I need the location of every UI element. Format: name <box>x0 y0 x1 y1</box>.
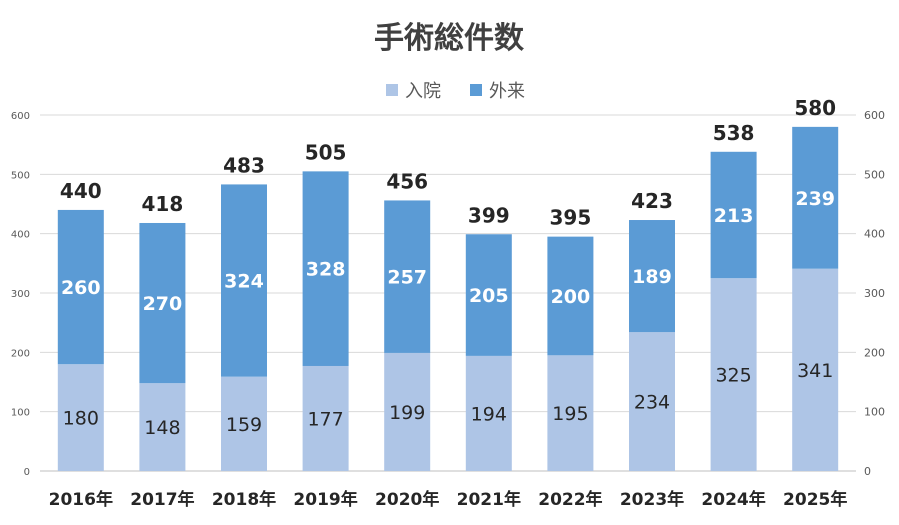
bar-outpatient <box>384 200 431 353</box>
y-tick-label-right: 100 <box>864 406 885 419</box>
x-tick-label: 2021年 <box>457 489 521 510</box>
data-label-inpatient: 159 <box>226 414 262 436</box>
data-label-total: 418 <box>142 192 184 216</box>
y-tick-label-left: 300 <box>11 289 30 300</box>
data-label-inpatient: 325 <box>715 365 751 387</box>
y-tick-label-left: 200 <box>11 348 30 359</box>
y-tick-label-left: 400 <box>11 230 30 241</box>
y-tick-label-left: 0 <box>24 467 30 478</box>
bar-inpatient <box>465 355 512 471</box>
x-tick-label: 2025年 <box>783 489 847 510</box>
data-label-total: 483 <box>223 153 265 177</box>
x-tick-label: 2024年 <box>701 489 765 510</box>
bar-inpatient <box>710 278 757 471</box>
x-axis: 2016年 2017年 2018年 2019年 2020年 2021年 2022年 2023年… <box>49 489 848 510</box>
data-label-total: 580 <box>794 96 836 120</box>
x-tick-label: 2019年 <box>293 489 357 510</box>
y-tick-label-right: 200 <box>864 346 885 359</box>
bar-inpatient <box>302 365 349 471</box>
data-label-total: 423 <box>631 189 673 213</box>
data-label-outpatient: 213 <box>714 205 754 227</box>
legend-swatch-inpatient <box>386 84 398 96</box>
bar-outpatient <box>547 236 594 356</box>
data-label-inpatient: 234 <box>634 392 670 414</box>
data-label-outpatient: 239 <box>795 188 835 210</box>
bar-inpatient <box>547 355 594 471</box>
data-label-inpatient: 199 <box>389 402 425 424</box>
legend-label-outpatient: 外来 <box>489 81 525 102</box>
bar-outpatient <box>465 234 512 356</box>
x-tick-label: 2020年 <box>375 489 439 510</box>
x-tick-label: 2016年 <box>49 489 113 510</box>
data-label-outpatient: 205 <box>469 285 509 307</box>
bar-outpatient <box>792 126 839 269</box>
data-label-total: 440 <box>60 179 102 203</box>
data-label-inpatient: 180 <box>63 408 99 430</box>
data-label-inpatient: 148 <box>144 417 180 439</box>
y-tick-label-right: 0 <box>864 465 871 478</box>
data-label-total: 456 <box>386 169 428 193</box>
data-label-outpatient: 200 <box>551 286 591 308</box>
bar-outpatient <box>221 184 267 377</box>
data-label-outpatient: 257 <box>387 267 427 289</box>
data-label-inpatient: 177 <box>307 408 343 430</box>
bar-inpatient <box>139 383 186 471</box>
x-tick-label: 2018年 <box>212 489 276 510</box>
y-tick-label-right: 300 <box>864 287 885 300</box>
legend-swatch-outpatient <box>470 84 482 96</box>
data-label-total: 395 <box>550 206 592 230</box>
bar-inpatient <box>629 332 675 471</box>
data-label-outpatient: 260 <box>61 277 101 299</box>
data-label-total: 505 <box>305 140 347 164</box>
y-tick-label-left: 500 <box>11 170 30 181</box>
legend-label-inpatient: 入院 <box>405 81 441 102</box>
bar-outpatient <box>710 151 757 279</box>
x-tick-label: 2022年 <box>538 489 602 510</box>
data-label-inpatient: 194 <box>471 403 507 425</box>
data-label-inpatient: 341 <box>797 360 833 382</box>
data-labels: 180 260 440 148 270 418 159 324 483 177 328 505 199 2… <box>60 96 836 439</box>
bar-inpatient <box>57 364 104 471</box>
bar-inpatient <box>792 268 839 471</box>
data-label-outpatient: 189 <box>632 266 672 288</box>
right-axis: 0 100 200 300 400 500 600 <box>864 109 885 478</box>
bar-outpatient <box>302 171 349 366</box>
y-tick-label-right: 400 <box>864 228 885 241</box>
y-tick-label-left: 600 <box>11 111 30 122</box>
left-axis: 0 100 200 300 400 500 600 <box>11 111 30 478</box>
bar-inpatient <box>384 352 431 471</box>
data-label-outpatient: 328 <box>306 259 346 281</box>
bars <box>57 126 839 471</box>
x-tick-label: 2023年 <box>620 489 684 510</box>
chart-title: 手術総件数 <box>374 21 525 56</box>
bar-inpatient <box>221 376 267 471</box>
data-label-inpatient: 195 <box>552 403 588 425</box>
bar-outpatient <box>139 222 186 384</box>
data-label-total: 538 <box>713 121 755 145</box>
bar-outpatient <box>57 209 104 365</box>
y-tick-label-right: 500 <box>864 168 885 181</box>
data-label-outpatient: 324 <box>224 271 264 293</box>
legend: 入院 外来 <box>386 81 525 102</box>
y-tick-label-right: 600 <box>864 109 885 122</box>
data-label-total: 399 <box>468 203 510 227</box>
bar-outpatient <box>629 220 675 333</box>
data-label-outpatient: 270 <box>143 293 183 315</box>
y-tick-label-left: 100 <box>11 408 30 419</box>
x-tick-label: 2017年 <box>130 489 194 510</box>
